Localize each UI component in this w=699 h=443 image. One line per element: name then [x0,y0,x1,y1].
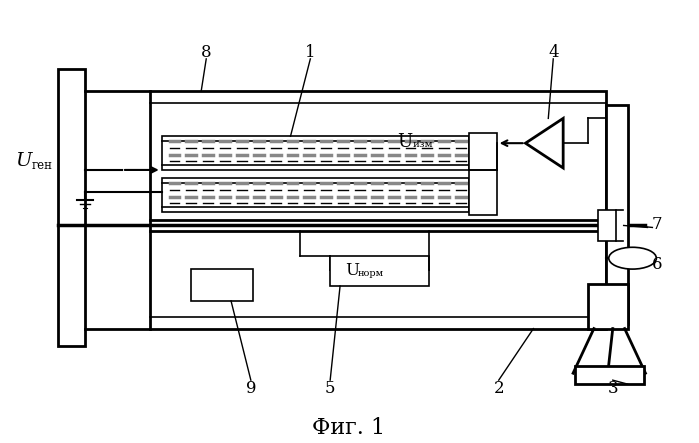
Text: U: U [398,133,413,151]
Bar [57,69,85,346]
Bar [598,210,616,241]
Text: норм: норм [358,269,384,278]
Text: U: U [345,262,359,279]
Text: 5: 5 [325,380,336,396]
Text: U: U [15,152,31,170]
Bar [161,136,469,170]
Bar [150,91,606,329]
Bar [575,366,644,384]
Text: Фиг. 1: Фиг. 1 [312,417,386,439]
Text: 1: 1 [305,44,316,62]
Bar [330,256,429,286]
Text: 6: 6 [652,256,663,272]
Text: изм: изм [412,140,433,149]
Text: 7: 7 [652,216,663,233]
Text: 4: 4 [548,44,559,62]
Ellipse shape [609,247,656,269]
Text: 2: 2 [493,380,504,396]
Bar [588,284,628,329]
Bar [161,178,469,212]
Text: ген: ген [31,159,52,172]
Text: 3: 3 [607,380,618,396]
Bar [469,133,497,214]
Bar [192,269,253,301]
Bar [606,105,628,324]
Polygon shape [526,118,563,168]
Text: 9: 9 [245,380,256,396]
Text: 8: 8 [201,44,212,62]
